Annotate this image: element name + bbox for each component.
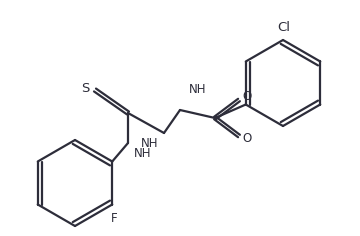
Text: NH: NH: [141, 137, 159, 150]
Text: Cl: Cl: [278, 21, 291, 34]
Text: S: S: [82, 83, 90, 96]
Text: O: O: [242, 90, 251, 104]
Text: NH: NH: [189, 83, 206, 96]
Text: F: F: [111, 212, 118, 226]
Text: NH: NH: [134, 147, 152, 160]
Text: O: O: [242, 132, 251, 146]
